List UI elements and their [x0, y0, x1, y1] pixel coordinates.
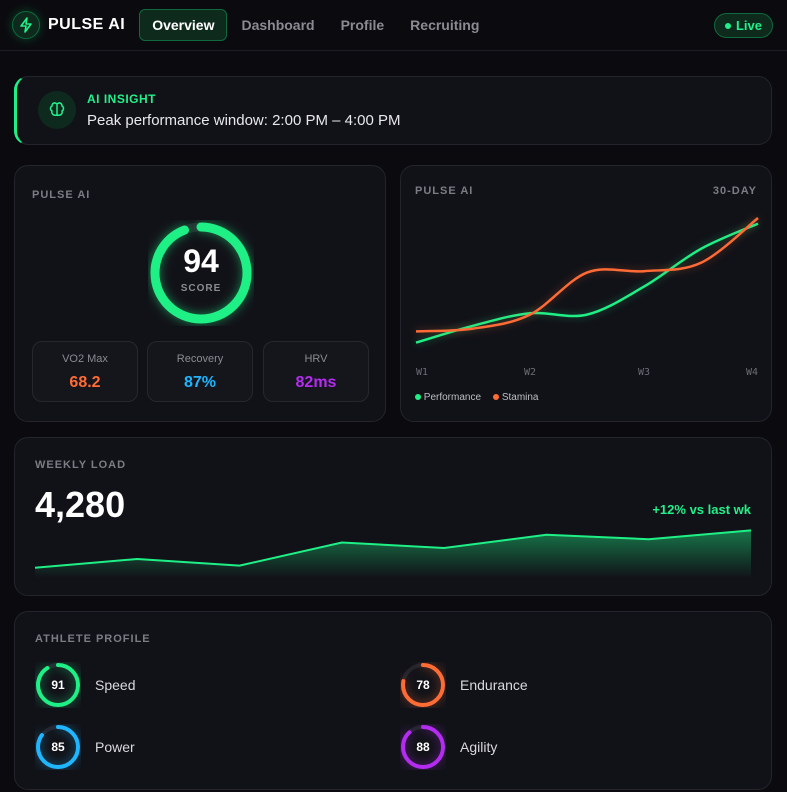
series-line-stamina	[415, 217, 759, 333]
x-tick-label: W1	[416, 367, 428, 378]
score-card: PULSE AI 94 SCORE VO2 Max 68.2 Recovery 87…	[14, 165, 386, 422]
x-tick-label: W3	[638, 367, 650, 378]
stat-hrv: HRV 82ms	[263, 341, 369, 402]
chart-legend: Performance Stamina	[415, 392, 539, 403]
stat-vo2-max: VO2 Max 68.2	[32, 341, 138, 402]
lightning-icon[interactable]	[12, 11, 40, 39]
weekly-load-change: +12% vs last wk	[652, 502, 751, 517]
stat-recovery: Recovery 87%	[147, 341, 253, 402]
attribute-name: Endurance	[460, 677, 528, 693]
attribute-ring: 85	[35, 724, 81, 770]
score-card-label: PULSE AI	[32, 189, 91, 201]
top-nav: PULSE AI Overview Dashboard Profile Recr…	[0, 0, 787, 51]
attribute-ring: 88	[400, 724, 446, 770]
stat-value: 68.2	[69, 374, 101, 391]
tab-overview[interactable]: Overview	[139, 9, 228, 41]
ring-progress	[36, 725, 80, 769]
ring-progress	[401, 663, 445, 707]
weekly-load-label: WEEKLY LOAD	[35, 459, 127, 471]
sparkline-area	[35, 530, 751, 578]
stat-label: Recovery	[176, 353, 224, 365]
live-badge: Live	[713, 13, 773, 38]
insight-message: Peak performance window: 2:00 PM – 4:00 …	[87, 112, 401, 129]
score-label: SCORE	[180, 283, 222, 294]
attribute-value: 91	[51, 678, 65, 692]
x-tick-label: W2	[524, 367, 536, 378]
attribute-name: Power	[95, 739, 135, 755]
insight-title: AI INSIGHT	[87, 92, 157, 106]
athlete-profile-card: ATHLETE PROFILE 91 Speed 78 Endurance 85 Powe…	[14, 611, 772, 790]
trend-card: PULSE AI 30-DAY W1 W2 W3 W4 Performance Sta…	[400, 165, 772, 422]
attribute-name: Speed	[95, 677, 136, 693]
profile-attribute-agility: 88 Agility	[400, 724, 497, 770]
ring-progress	[36, 663, 80, 707]
score-ring	[150, 222, 252, 324]
attribute-name: Agility	[460, 739, 498, 755]
athlete-profile-label: ATHLETE PROFILE	[35, 633, 151, 645]
stat-value: 82ms	[295, 374, 337, 391]
attribute-value: 85	[51, 740, 65, 754]
brand-name: PULSE AI	[48, 16, 126, 33]
trend-period: 30-DAY	[712, 185, 757, 197]
tab-recruiting[interactable]: Recruiting	[410, 17, 480, 33]
trend-card-label: PULSE AI	[415, 185, 474, 197]
weekly-load-sparkline	[34, 529, 752, 578]
attribute-ring: 78	[400, 662, 446, 708]
attribute-value: 78	[416, 678, 430, 692]
trend-chart: W1 W2 W3 W4	[415, 217, 759, 378]
live-dot-icon	[724, 22, 731, 29]
weekly-load-card: WEEKLY LOAD 4,280 +12% vs last wk	[14, 437, 772, 596]
attribute-ring: 91	[35, 662, 81, 708]
x-tick-label: W4	[746, 367, 758, 378]
profile-attribute-speed: 91 Speed	[35, 662, 135, 708]
attribute-value: 88	[416, 740, 430, 754]
weekly-load-value: 4,280	[35, 484, 126, 525]
stat-label: VO2 Max	[62, 353, 108, 365]
tab-profile[interactable]: Profile	[340, 17, 385, 33]
profile-attribute-power: 85 Power	[35, 724, 135, 770]
stat-value: 87%	[183, 374, 217, 391]
tab-dashboard[interactable]: Dashboard	[241, 17, 315, 33]
brain-icon	[38, 91, 76, 129]
ai-insight-card: AI INSIGHT Peak performance window: 2:00…	[14, 76, 772, 145]
ring-progress	[401, 725, 445, 769]
score-value: 94	[183, 243, 219, 279]
stat-label: HRV	[304, 353, 328, 365]
ring-progress	[150, 222, 252, 324]
series-line-performance	[415, 222, 759, 344]
legend-stamina: Stamina	[493, 392, 539, 403]
sparkline-line	[34, 529, 752, 569]
live-label: Live	[735, 18, 762, 33]
profile-attribute-endurance: 78 Endurance	[400, 662, 528, 708]
legend-performance: Performance	[415, 392, 481, 403]
